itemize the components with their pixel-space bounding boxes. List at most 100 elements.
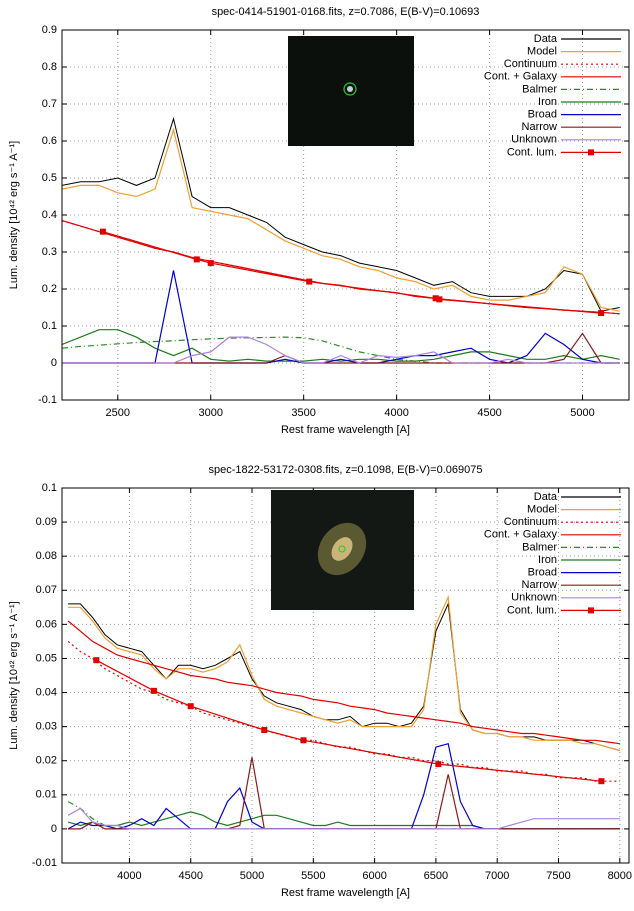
x-tick-label: 8000 xyxy=(608,870,632,882)
thumbnail-object xyxy=(347,86,353,92)
y-tick-label: 0.2 xyxy=(42,283,57,295)
point xyxy=(193,256,200,263)
y-tick-label: 0.05 xyxy=(36,652,57,664)
y-tick-label: 0.9 xyxy=(42,24,57,36)
legend-label: Iron xyxy=(538,96,557,108)
series-line xyxy=(62,127,620,312)
series-line xyxy=(102,231,602,314)
y-axis-label: Lum. density [10⁴² erg s⁻¹ A⁻¹] xyxy=(8,141,20,289)
chart: spec-1822-53172-0308.fits, z=0.1098, E(B… xyxy=(8,464,632,899)
legend-label: Continuum xyxy=(504,58,557,70)
legend-label: Balmer xyxy=(522,83,557,95)
y-tick-label: -0.01 xyxy=(32,857,57,869)
y-tick-label: 0.1 xyxy=(42,320,57,332)
x-axis-label: Rest frame wavelength [A] xyxy=(281,424,410,436)
x-tick-label: 5500 xyxy=(301,870,325,882)
legend-label: Broad xyxy=(528,109,557,121)
legend-label: Balmer xyxy=(522,541,557,553)
plot-frame xyxy=(61,487,630,864)
x-tick-label: 6500 xyxy=(424,870,448,882)
y-tick-label: 0.01 xyxy=(36,789,57,801)
legend-label: Data xyxy=(534,491,558,503)
x-tick-label: 7000 xyxy=(485,870,509,882)
legend-label: Data xyxy=(534,33,558,45)
x-tick-label: 6000 xyxy=(362,870,386,882)
y-tick-label: 0.04 xyxy=(36,686,57,698)
series-line xyxy=(67,807,620,830)
x-tick-label: 4500 xyxy=(178,870,202,882)
x-tick-label: 4500 xyxy=(477,407,501,419)
point xyxy=(300,737,307,744)
series-line xyxy=(62,329,620,362)
y-axis-label: Lum. density [10⁴² erg s⁻¹ A⁻¹] xyxy=(8,601,20,749)
y-tick-label: -0.1 xyxy=(38,394,57,406)
y-tick-label: 0.6 xyxy=(42,135,57,147)
y-tick-label: 0.06 xyxy=(36,618,57,630)
series-line xyxy=(68,594,620,752)
y-tick-label: 0.02 xyxy=(36,755,57,767)
series-line xyxy=(67,801,620,830)
legend-label: Narrow xyxy=(522,121,558,133)
thumbnail xyxy=(288,36,414,146)
y-tick-label: 0.8 xyxy=(42,61,57,73)
legend-label: Cont. + Galaxy xyxy=(484,71,558,83)
legend-label: Model xyxy=(527,504,557,516)
y-tick-label: 0.7 xyxy=(42,98,57,110)
series-line xyxy=(62,220,620,315)
series-line xyxy=(67,742,620,830)
legend-label: Cont. + Galaxy xyxy=(484,529,558,541)
legend-label: Broad xyxy=(528,567,557,579)
y-tick-label: 0.08 xyxy=(36,550,57,562)
chart-title: spec-1822-53172-0308.fits, z=0.1098, E(B… xyxy=(209,464,483,476)
series-line xyxy=(62,332,620,364)
legend-label: Cont. lum. xyxy=(507,146,557,158)
legend-label: Model xyxy=(527,46,557,58)
point xyxy=(187,703,194,710)
x-tick-label: 7500 xyxy=(546,870,570,882)
x-tick-label: 4000 xyxy=(117,870,141,882)
x-axis-label: Rest frame wavelength [A] xyxy=(281,887,410,899)
plot-area xyxy=(62,116,620,364)
x-tick-label: 5000 xyxy=(240,870,264,882)
series-line xyxy=(62,220,620,315)
y-tick-label: 0.1 xyxy=(42,482,57,494)
legend-label: Narrow xyxy=(522,579,558,591)
series-line xyxy=(62,270,620,364)
x-tick-label: 3000 xyxy=(198,407,222,419)
y-tick-label: 0 xyxy=(51,357,57,369)
point xyxy=(432,295,439,302)
x-tick-label: 3500 xyxy=(291,407,315,419)
y-tick-label: 0.4 xyxy=(42,209,57,221)
series-line xyxy=(62,336,620,364)
plot-frame xyxy=(61,29,630,401)
legend-label: Cont. lum. xyxy=(507,604,557,616)
series-line xyxy=(67,811,620,830)
plot-area xyxy=(67,594,620,830)
point xyxy=(207,260,214,267)
thumbnail xyxy=(271,490,414,610)
legend-label: Unknown xyxy=(511,134,557,146)
legend-label: Iron xyxy=(538,554,557,566)
point xyxy=(435,761,442,768)
point xyxy=(93,657,100,664)
point xyxy=(150,687,157,694)
y-tick-label: 0.3 xyxy=(42,246,57,258)
y-tick-label: 0.5 xyxy=(42,172,57,184)
chart-title: spec-0414-51901-0168.fits, z=0.7086, E(B… xyxy=(212,6,480,18)
point xyxy=(436,296,443,303)
point xyxy=(99,228,106,235)
y-tick-label: 0 xyxy=(51,823,57,835)
legend-marker xyxy=(588,607,594,614)
point xyxy=(598,778,605,785)
point xyxy=(598,310,605,317)
y-tick-label: 0.03 xyxy=(36,721,57,733)
x-tick-label: 2500 xyxy=(106,407,130,419)
series-line xyxy=(62,336,620,364)
thumbnail-galaxy-core xyxy=(331,537,353,561)
series-line xyxy=(67,620,620,745)
y-tick-label: 0.09 xyxy=(36,516,57,528)
point xyxy=(306,278,313,285)
y-tick-label: 0.07 xyxy=(36,584,57,596)
x-tick-label: 4000 xyxy=(384,407,408,419)
